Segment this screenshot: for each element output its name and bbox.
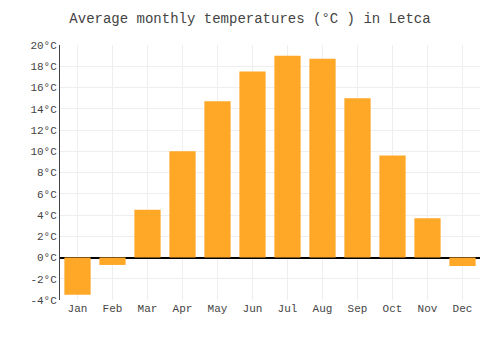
svg-text:4°C: 4°C [37, 210, 57, 222]
svg-text:Feb: Feb [103, 303, 123, 315]
svg-text:16°C: 16°C [30, 82, 57, 94]
svg-text:Average monthly temperatures (: Average monthly temperatures (°C ) in Le… [69, 11, 430, 27]
svg-text:10°C: 10°C [30, 146, 57, 158]
svg-text:Jun: Jun [243, 303, 263, 315]
svg-text:Jan: Jan [68, 303, 88, 315]
svg-text:Mar: Mar [138, 303, 158, 315]
svg-text:Sep: Sep [348, 303, 368, 315]
svg-text:6°C: 6°C [37, 189, 57, 201]
svg-text:Apr: Apr [173, 303, 193, 315]
svg-text:-2°C: -2°C [30, 274, 57, 286]
svg-text:0°C: 0°C [37, 252, 57, 264]
svg-text:12°C: 12°C [30, 125, 57, 137]
svg-text:8°C: 8°C [37, 167, 57, 179]
svg-text:May: May [208, 303, 228, 315]
svg-text:18°C: 18°C [30, 61, 57, 73]
svg-text:2°C: 2°C [37, 231, 57, 243]
svg-text:Dec: Dec [453, 303, 473, 315]
svg-text:Jul: Jul [278, 303, 298, 315]
svg-text:-4°C: -4°C [30, 295, 57, 307]
svg-text:Aug: Aug [313, 303, 333, 315]
svg-text:20°C: 20°C [30, 40, 57, 52]
svg-text:Nov: Nov [418, 303, 438, 315]
svg-text:Oct: Oct [383, 303, 403, 315]
svg-text:14°C: 14°C [30, 104, 57, 116]
